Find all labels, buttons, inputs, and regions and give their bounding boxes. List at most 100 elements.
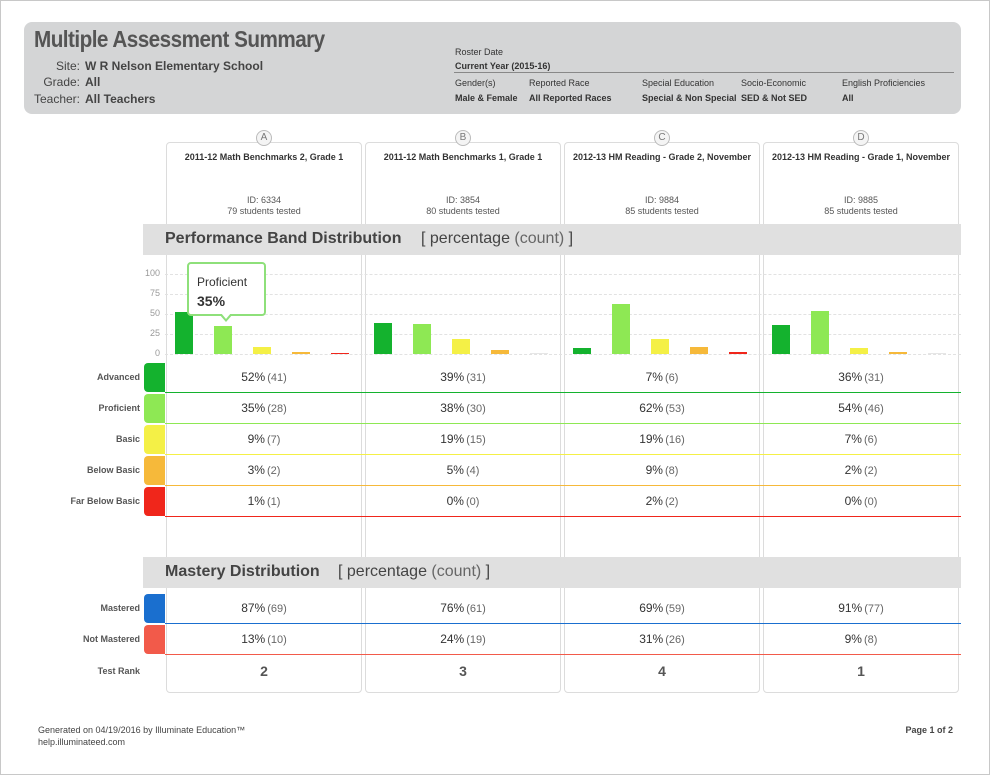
mastery-section-subtitle: [ percentage (count) ] — [338, 563, 490, 581]
subtitle-count: (count) — [514, 230, 565, 247]
students-tested: 80 students tested — [426, 206, 500, 216]
assessment-id: ID: 3854 — [445, 195, 481, 205]
cell-percentage: 7% — [844, 432, 862, 446]
bar-proficient[interactable] — [214, 326, 232, 354]
band-cell: 7% (6) — [564, 370, 760, 384]
assessment-title[interactable]: 2012-13 HM Reading - Grade 2, November — [572, 152, 752, 162]
subtitle-count: (count) — [431, 563, 482, 580]
students-tested: 85 students tested — [824, 206, 898, 216]
cell-count: (59) — [665, 603, 685, 615]
band-cell: 7% (6) — [763, 432, 959, 446]
band-cell: 0% (0) — [365, 494, 561, 508]
bracket-close: ] — [485, 563, 491, 580]
mastery-section-header: Mastery Distribution [ percentage (count… — [143, 557, 961, 588]
report-header: Multiple Assessment Summary Site: W R Ne… — [24, 22, 961, 114]
assessment-title[interactable]: 2011-12 Math Benchmarks 2, Grade 1 — [184, 152, 344, 162]
filter-ell-label: English Proficiencies — [842, 78, 926, 88]
assessment-title[interactable]: 2012-13 HM Reading - Grade 1, November — [771, 152, 951, 162]
cell-percentage: 54% — [838, 401, 863, 415]
y-tick-label: 0 — [154, 348, 160, 358]
mastery-cell: 91% (77) — [763, 601, 959, 615]
grade-label: Grade: — [43, 75, 80, 89]
subtitle-percentage: percentage — [429, 230, 510, 247]
assessment-meta: ID: 9884 85 students tested — [564, 195, 760, 217]
assessment-meta: ID: 9885 85 students tested — [763, 195, 959, 217]
bar-far-below-basic[interactable] — [331, 353, 349, 354]
bar-below-basic[interactable] — [491, 350, 509, 354]
students-tested: 85 students tested — [625, 206, 699, 216]
bracket-open: [ — [338, 563, 343, 580]
performance-section-header: Performance Band Distribution [ percenta… — [143, 224, 961, 255]
mastery-cell: 87% (69) — [166, 601, 362, 615]
mastery-cell: 31% (26) — [564, 632, 760, 646]
filter-gender-value: Male & Female — [455, 93, 518, 103]
band-color-swatch — [144, 394, 165, 423]
bar-basic[interactable] — [651, 338, 669, 354]
bar-basic[interactable] — [850, 348, 868, 354]
test-rank-value: 1 — [857, 663, 865, 679]
band-cell: 38% (30) — [365, 401, 561, 415]
mastery-cell: 9% (8) — [763, 632, 959, 646]
cell-percentage: 5% — [446, 463, 464, 477]
test-rank-value: 4 — [658, 663, 666, 679]
bar-proficient[interactable] — [612, 304, 630, 354]
cell-percentage: 0% — [844, 494, 862, 508]
cell-count: (16) — [665, 434, 685, 446]
bar-below-basic[interactable] — [292, 351, 310, 354]
bracket-open: [ — [421, 230, 426, 247]
filter-gender-label: Gender(s) — [455, 78, 496, 88]
cell-count: (7) — [266, 434, 281, 446]
cell-percentage: 24% — [440, 632, 465, 646]
band-row-divider — [165, 485, 961, 486]
band-cell: 62% (53) — [564, 401, 760, 415]
y-tick-label: 100 — [144, 268, 160, 278]
band-cell: 0% (0) — [763, 494, 959, 508]
tooltip-value: 35% — [197, 293, 226, 309]
bar-advanced[interactable] — [175, 312, 193, 354]
cell-percentage: 52% — [241, 370, 266, 384]
roster-date-label: Roster Date — [455, 47, 504, 57]
cell-percentage: 91% — [838, 601, 863, 615]
cell-percentage: 76% — [440, 601, 465, 615]
cell-percentage: 3% — [247, 463, 265, 477]
band-color-swatch — [144, 363, 165, 392]
cell-count: (28) — [267, 403, 287, 415]
band-cell: 2% (2) — [564, 494, 760, 508]
help-link[interactable]: help.illuminateed.com — [38, 737, 126, 747]
bar-advanced[interactable] — [772, 325, 790, 354]
assessment-title[interactable]: 2011-12 Math Benchmarks 1, Grade 1 — [383, 152, 543, 162]
cell-count: (30) — [466, 403, 486, 415]
bar-below-basic[interactable] — [690, 346, 708, 354]
performance-section-subtitle: [ percentage (count) ] — [421, 230, 573, 248]
header-divider — [454, 72, 954, 73]
cell-count: (31) — [864, 372, 884, 384]
bar-below-basic[interactable] — [889, 352, 907, 354]
band-cell: 36% (31) — [763, 370, 959, 384]
mastery-cell: 13% (10) — [166, 632, 362, 646]
cell-count: (1) — [266, 496, 281, 508]
cell-percentage: 35% — [241, 401, 266, 415]
teacher-value: All Teachers — [85, 92, 156, 106]
tooltip-label: Proficient — [197, 275, 248, 289]
bar-advanced[interactable] — [374, 322, 392, 354]
cell-count: (4) — [465, 465, 480, 477]
bar-advanced[interactable] — [573, 348, 591, 354]
filter-ses-value: SED & Not SED — [741, 93, 808, 103]
cell-count: (19) — [466, 634, 486, 646]
bar-far-below-basic[interactable] — [530, 353, 548, 354]
cell-count: (61) — [466, 603, 486, 615]
bar-far-below-basic[interactable] — [928, 353, 946, 354]
filter-ses-label: Socio-Economic — [741, 78, 807, 88]
cell-count: (2) — [664, 496, 679, 508]
bar-proficient[interactable] — [811, 310, 829, 354]
bar-basic[interactable] — [452, 338, 470, 354]
bar-far-below-basic[interactable] — [729, 352, 747, 354]
tooltip-arrow-fill — [221, 313, 231, 319]
cell-count: (53) — [665, 403, 685, 415]
band-row-label: Proficient — [98, 403, 140, 413]
cell-percentage: 9% — [247, 432, 265, 446]
bar-proficient[interactable] — [413, 323, 431, 354]
bar-basic[interactable] — [253, 346, 271, 354]
cell-percentage: 38% — [440, 401, 465, 415]
cell-count: (6) — [863, 434, 878, 446]
